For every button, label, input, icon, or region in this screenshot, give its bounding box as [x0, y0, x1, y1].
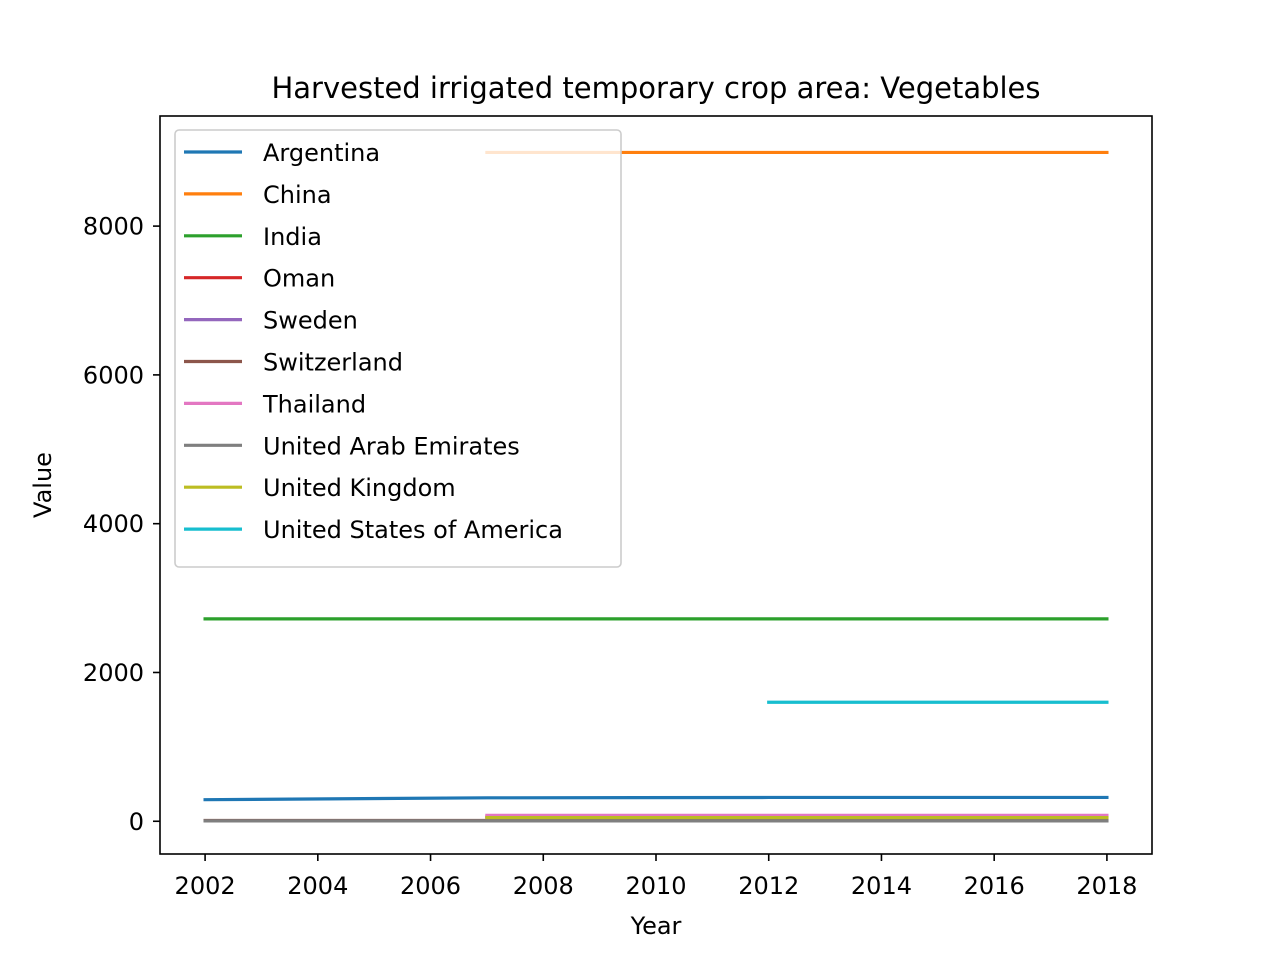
- legend-label-5: Switzerland: [263, 349, 403, 377]
- x-axis: 2002 2004 2006 2008 2010 2012 2014 2016 2018: [175, 854, 1137, 900]
- y-tick-label: 2000: [83, 659, 144, 687]
- y-tick-label: 8000: [83, 213, 144, 241]
- x-tick-label: 2008: [513, 872, 574, 900]
- x-tick-label: 2012: [738, 872, 799, 900]
- y-tick-label: 0: [129, 808, 144, 836]
- legend-label-8: United Kingdom: [263, 474, 456, 502]
- x-tick-label: 2006: [400, 872, 461, 900]
- x-tick-label: 2002: [175, 872, 236, 900]
- legend-label-9: United States of America: [263, 516, 563, 544]
- legend-label-4: Sweden: [263, 307, 358, 335]
- y-tick-label: 6000: [83, 361, 144, 389]
- x-tick-label: 2004: [287, 872, 348, 900]
- legend-label-2: India: [263, 223, 322, 251]
- x-tick-label: 2018: [1076, 872, 1137, 900]
- y-tick-label: 4000: [83, 510, 144, 538]
- legend: Argentina China India Oman Sweden Switzerland…: [174, 129, 622, 568]
- x-tick-label: 2014: [851, 872, 912, 900]
- legend-label-3: Oman: [263, 265, 335, 293]
- legend-label-1: China: [263, 181, 332, 209]
- chart-title: Harvested irrigated temporary crop area:…: [271, 71, 1040, 105]
- x-axis-title: Year: [630, 912, 682, 940]
- legend-label-0: Argentina: [263, 139, 380, 167]
- x-tick-label: 2010: [625, 872, 686, 900]
- y-axis: 0 2000 4000 6000 8000: [83, 213, 160, 836]
- y-axis-title: Value: [29, 452, 57, 518]
- x-tick-label: 2016: [964, 872, 1025, 900]
- legend-box: [174, 129, 622, 568]
- plot-area: [203, 150, 1109, 823]
- legend-label-6: Thailand: [262, 390, 366, 418]
- legend-label-7: United Arab Emirates: [263, 432, 520, 460]
- series-line-0: [203, 795, 1109, 802]
